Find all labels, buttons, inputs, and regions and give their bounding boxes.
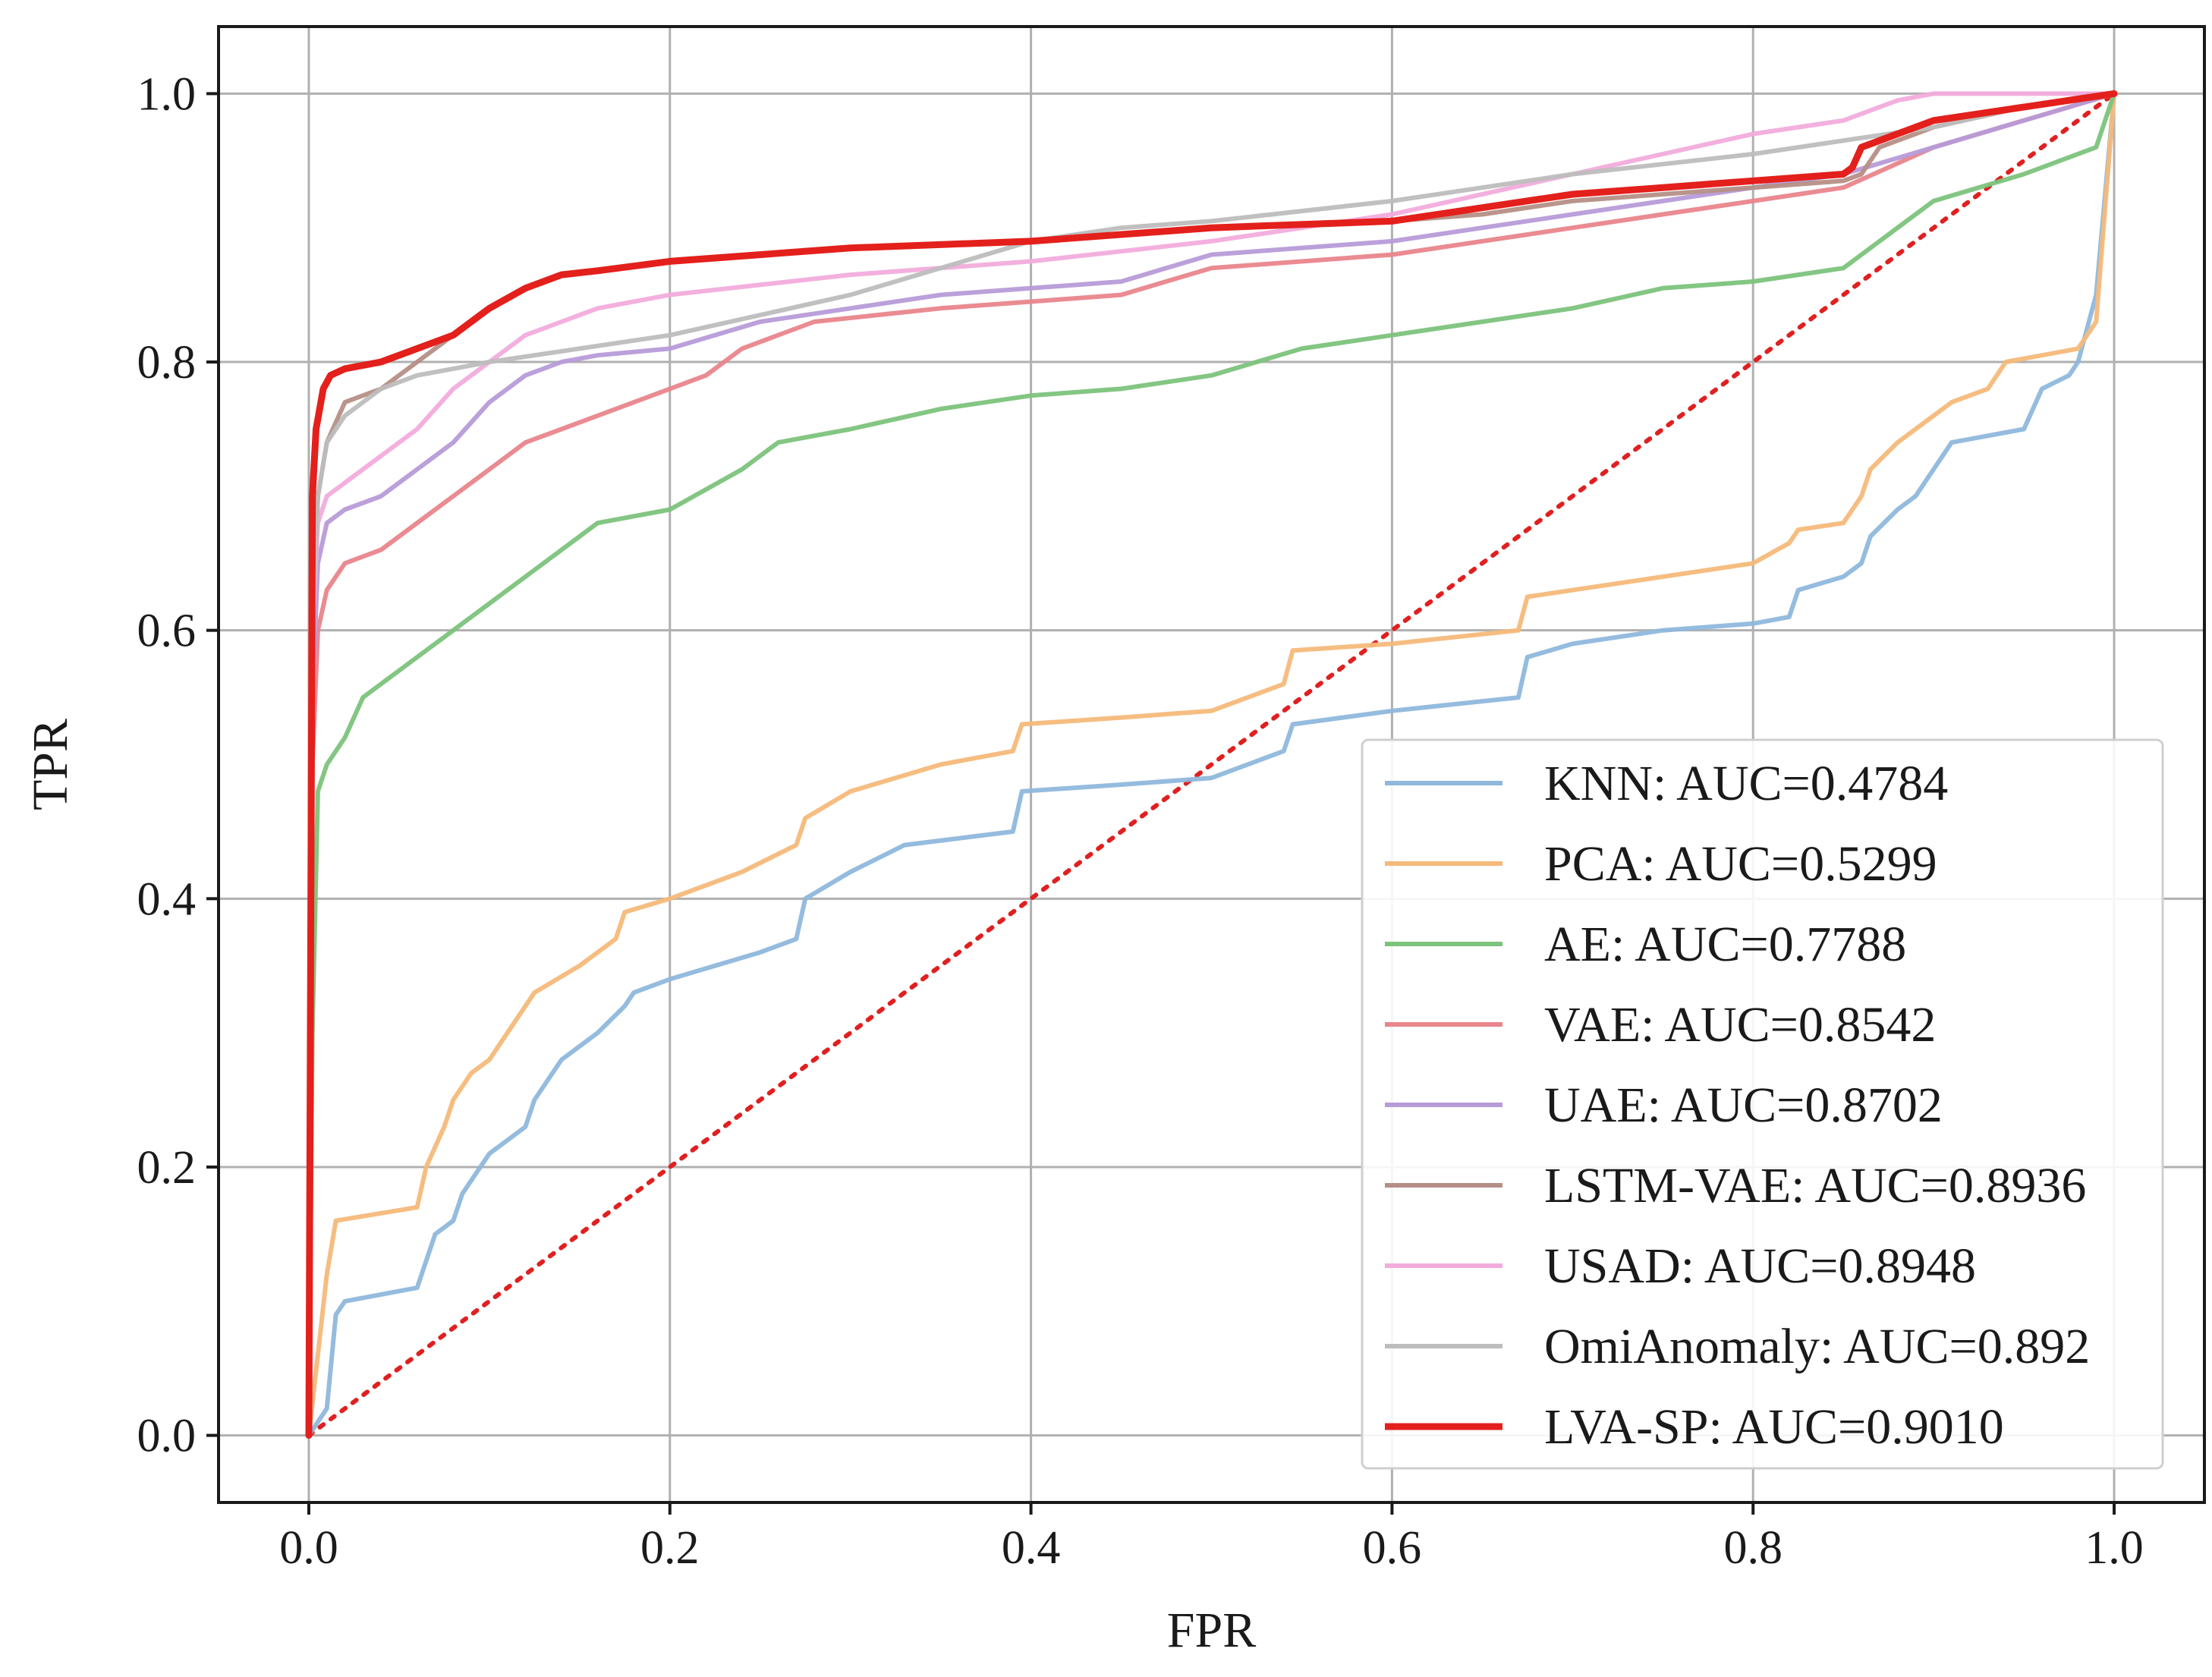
series-group bbox=[305, 90, 2118, 1439]
legend-label-lva-sp: LVA-SP: AUC=0.9010 bbox=[1544, 1399, 2004, 1455]
series-line-knn bbox=[307, 91, 2116, 1438]
x-tick-label: 0.8 bbox=[1723, 1522, 1783, 1574]
plot-frame bbox=[217, 25, 2206, 1504]
legend-box bbox=[1361, 738, 2164, 1470]
legend-label-ae: AE: AUC=0.7788 bbox=[1544, 917, 1906, 972]
series-line-lva-sp bbox=[305, 90, 2118, 1439]
y-tick-label: 1.0 bbox=[137, 68, 197, 120]
legend-label-uae: UAE: AUC=0.8702 bbox=[1544, 1078, 1943, 1133]
x-tick-labels: 0.0 0.2 0.4 0.6 0.8 1.0 bbox=[279, 1522, 2144, 1574]
series-line-omianomaly bbox=[307, 91, 2116, 1438]
tick-marks bbox=[206, 92, 2116, 1515]
series-line-pca bbox=[307, 91, 2116, 1438]
x-tick-label: 0.4 bbox=[1002, 1522, 1061, 1574]
diagonal-line bbox=[306, 91, 2117, 1438]
legend-label-knn: KNN: AUC=0.4784 bbox=[1544, 756, 1948, 811]
y-tick-label: 0.8 bbox=[137, 337, 197, 389]
y-tick-label: 0.4 bbox=[137, 873, 197, 925]
legend-label-pca: PCA: AUC=0.5299 bbox=[1544, 836, 1937, 892]
series-line-ae bbox=[307, 91, 2116, 1438]
y-tick-label: 0.6 bbox=[137, 606, 197, 657]
legend-label-omianomaly: OmiAnomaly: AUC=0.892 bbox=[1544, 1319, 2090, 1374]
x-tick-label: 0.2 bbox=[640, 1522, 700, 1574]
legend-label-usad: USAD: AUC=0.8948 bbox=[1544, 1238, 1976, 1294]
y-axis-label: TPR bbox=[23, 719, 78, 810]
y-tick-label: 0.0 bbox=[137, 1411, 197, 1462]
series-line-usad bbox=[307, 91, 2116, 1438]
y-tick-label: 0.2 bbox=[137, 1142, 197, 1194]
x-tick-label: 0.0 bbox=[279, 1522, 338, 1574]
legend: KNN: AUC=0.4784 PCA: AUC=0.5299 AE: AUC=0.… bbox=[1361, 738, 2164, 1470]
diagonal-reference bbox=[306, 91, 2117, 1438]
x-axis-label: FPR bbox=[1167, 1603, 1256, 1658]
legend-label-vae: VAE: AUC=0.8542 bbox=[1544, 997, 1936, 1052]
series-line-uae bbox=[307, 91, 2116, 1438]
legend-label-lstm-vae: LSTM-VAE: AUC=0.8936 bbox=[1544, 1158, 2086, 1213]
x-tick-label: 1.0 bbox=[2085, 1522, 2144, 1574]
y-tick-labels: 0.0 0.2 0.4 0.6 0.8 1.0 bbox=[137, 68, 197, 1461]
series-line-vae bbox=[307, 91, 2116, 1438]
x-tick-label: 0.6 bbox=[1363, 1522, 1422, 1574]
